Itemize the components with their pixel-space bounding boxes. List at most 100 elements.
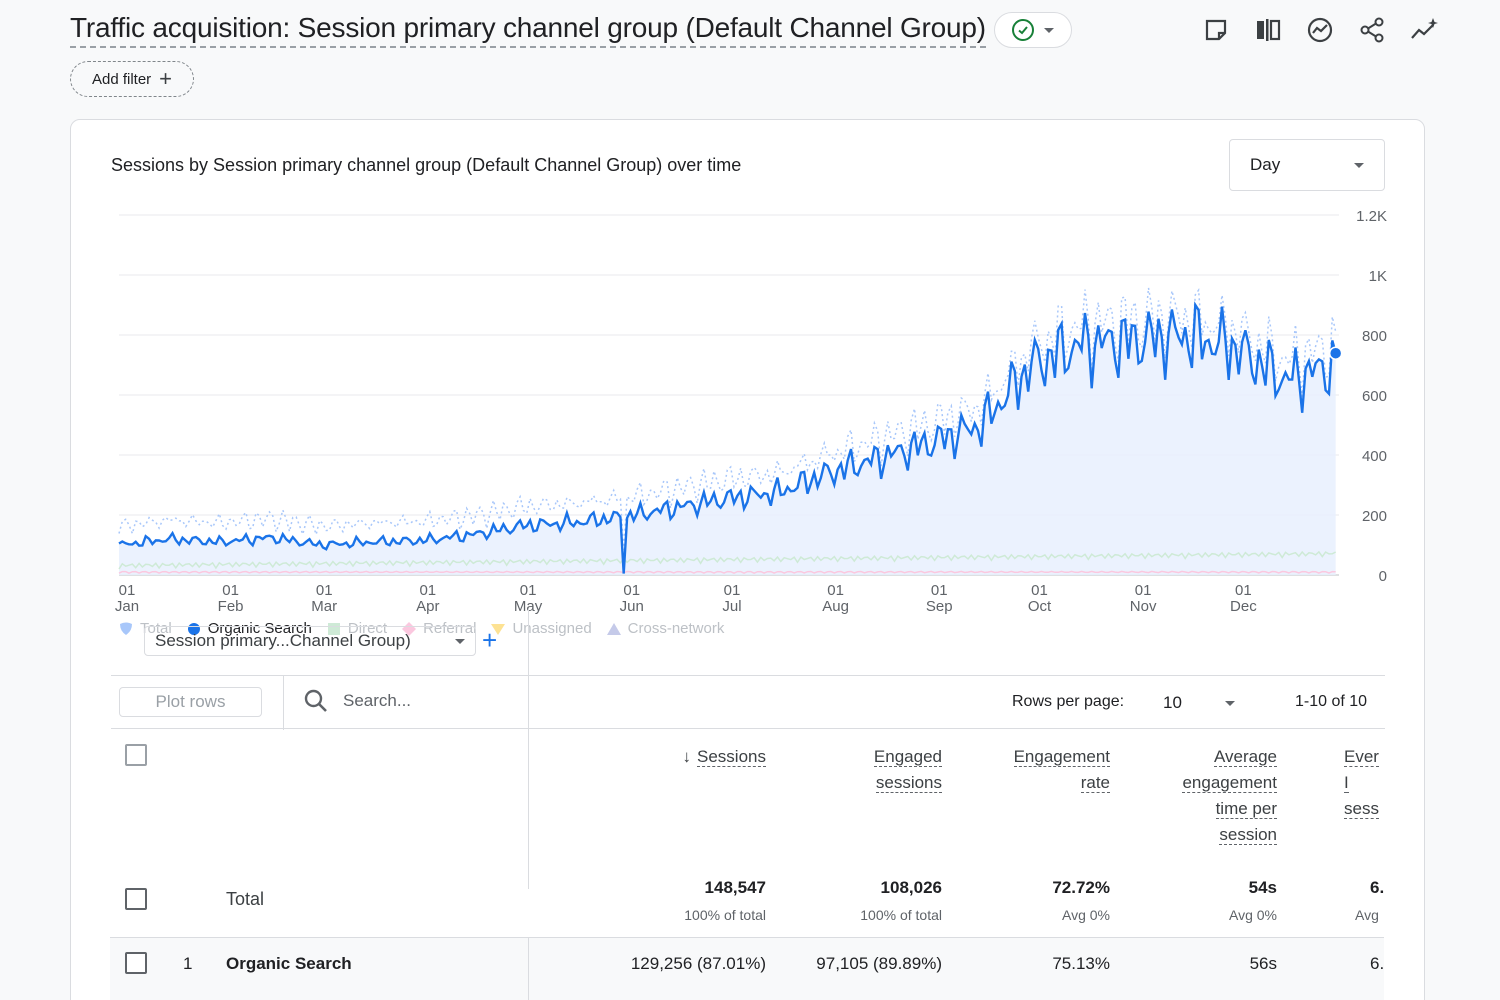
- legend-item-direct[interactable]: Direct: [326, 620, 387, 637]
- legend-label: Organic Search: [207, 620, 312, 637]
- x-tick-month: Jul: [722, 598, 741, 615]
- total-sessions: 148,547: [704, 878, 766, 897]
- x-tick-month: Oct: [1028, 598, 1052, 615]
- x-tick-month: Jan: [115, 598, 139, 615]
- share-icon: [1360, 17, 1384, 43]
- note-icon: [1205, 19, 1227, 41]
- x-tick-day: 01: [931, 582, 948, 599]
- dimension-select[interactable]: Session primary...Channel Group): [144, 626, 476, 656]
- total-engaged-sub: 100% of total: [860, 907, 942, 923]
- total-sessions-sub: 100% of total: [684, 907, 766, 923]
- x-tick-day: 01: [724, 582, 741, 599]
- x-tick-month: Sep: [926, 598, 953, 615]
- plot-rows-button[interactable]: Plot rows: [119, 687, 262, 717]
- note-button[interactable]: [1200, 14, 1232, 46]
- insights-icon: [1307, 17, 1333, 43]
- granularity-select[interactable]: Day: [1229, 139, 1385, 191]
- chevron-down-icon: [1043, 27, 1054, 33]
- row-checkbox[interactable]: [125, 952, 147, 974]
- row-rate: 75.13%: [1052, 954, 1110, 973]
- total-series-line: [118, 287, 1337, 550]
- page-title[interactable]: Traffic acquisition: Session primary cha…: [70, 12, 986, 48]
- column-header-avg_time[interactable]: Average engagement time per session: [1182, 744, 1277, 848]
- chart-card: Sessions by Session primary channel grou…: [70, 119, 1425, 1000]
- total-events: 6.: [1370, 878, 1385, 897]
- insights-button[interactable]: [1304, 14, 1336, 46]
- dimension-label: Session primary...Channel Group): [155, 631, 411, 650]
- select-all-checkbox[interactable]: [125, 744, 147, 766]
- sort-down-arrow-icon: ↓: [682, 747, 692, 766]
- compare-icon: [1257, 19, 1281, 41]
- circle-icon: [187, 622, 200, 635]
- column-header-text: rate: [1080, 773, 1110, 793]
- sessions-chart: 1.2K1K800600400200001Jan01Feb01Mar01Apr0…: [115, 208, 1387, 615]
- legend-item-cross-network[interactable]: Cross-network: [606, 620, 724, 637]
- column-header-rate[interactable]: Engagement rate: [1013, 744, 1110, 796]
- row-events: 6.: [1370, 954, 1385, 973]
- x-tick-day: 01: [1235, 582, 1252, 599]
- total-events-sub: Avg: [1355, 907, 1379, 923]
- search-input[interactable]: Search...: [343, 691, 412, 710]
- legend-label: Direct: [347, 620, 388, 637]
- x-tick-month: Nov: [1130, 598, 1157, 615]
- table-controls: Plot rows Search... Rows per page: 10 1-…: [111, 675, 1385, 730]
- x-tick-month: Aug: [822, 598, 849, 615]
- column-header-text: sess: [1344, 799, 1379, 819]
- square-icon: [327, 622, 340, 635]
- chevron-down-icon: [455, 638, 465, 644]
- compare-button[interactable]: [1252, 14, 1284, 46]
- status-dropdown[interactable]: [993, 12, 1072, 48]
- x-tick-day: 01: [520, 582, 537, 599]
- row-label[interactable]: Organic Search: [226, 954, 352, 973]
- chevron-down-icon[interactable]: [1225, 701, 1235, 706]
- organic-search-line: [118, 301, 1337, 574]
- chevron-down-icon: [1354, 162, 1364, 168]
- y-tick-label: 0: [1379, 568, 1387, 585]
- shield-icon: [120, 622, 132, 635]
- add-filter-button[interactable]: Add filter +: [70, 61, 194, 97]
- rows-per-page-select[interactable]: 10: [1163, 693, 1182, 712]
- triangle-down-icon: [491, 623, 506, 635]
- rows-per-page-label: Rows per page:: [1012, 693, 1125, 710]
- y-tick-label: 1.2K: [1356, 208, 1387, 225]
- x-tick-month: Jun: [620, 598, 644, 615]
- x-tick-month: Apr: [416, 598, 439, 615]
- legend-item-referral[interactable]: Referral: [401, 620, 476, 637]
- x-tick-month: Feb: [218, 598, 244, 615]
- column-divider: [528, 609, 529, 889]
- legend-item-total[interactable]: Total: [118, 620, 172, 637]
- add-dimension-button[interactable]: +: [482, 625, 498, 655]
- column-header-text: sessions: [875, 773, 942, 793]
- column-header-text: I: [1344, 773, 1349, 793]
- column-header-engaged[interactable]: Engaged sessions: [873, 744, 942, 796]
- diamond-icon: [402, 621, 417, 636]
- total-avg-time: 54s: [1248, 878, 1277, 897]
- trend-button[interactable]: [1408, 14, 1440, 46]
- column-header-text: engagement: [1182, 773, 1277, 793]
- x-tick-day: 01: [222, 582, 239, 599]
- column-divider: [528, 938, 529, 1000]
- total-avg-time-sub: Avg 0%: [1229, 907, 1277, 923]
- search-box[interactable]: Search...: [303, 688, 411, 714]
- legend-item-organic-search[interactable]: Organic Search: [186, 620, 312, 637]
- column-header-sessions[interactable]: ↓ Sessions: [683, 744, 766, 770]
- column-header-text: Engagement: [1013, 747, 1110, 767]
- total-label: Total: [226, 889, 265, 909]
- total-row-checkbox[interactable]: [125, 888, 147, 910]
- organic-search-end-point[interactable]: [1328, 346, 1343, 360]
- row-index: 1: [183, 954, 193, 973]
- table-row[interactable]: [110, 938, 1384, 1000]
- x-tick-month: May: [514, 598, 543, 615]
- pagination-range: 1-10 of 10: [1295, 693, 1368, 710]
- toolbar: [1200, 14, 1440, 46]
- row-avg-time: 56s: [1249, 954, 1277, 973]
- total-rate-sub: Avg 0%: [1062, 907, 1110, 923]
- share-button[interactable]: [1356, 14, 1388, 46]
- direct-series-line: [118, 550, 1337, 570]
- legend-item-unassigned[interactable]: Unassigned: [490, 620, 592, 637]
- y-tick-label: 600: [1362, 388, 1387, 405]
- row-sessions: 129,256 (87.01%): [630, 954, 766, 973]
- legend-label: Unassigned: [512, 620, 592, 637]
